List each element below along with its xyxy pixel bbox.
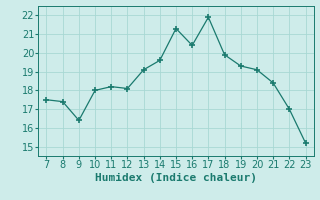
X-axis label: Humidex (Indice chaleur): Humidex (Indice chaleur) (95, 173, 257, 183)
